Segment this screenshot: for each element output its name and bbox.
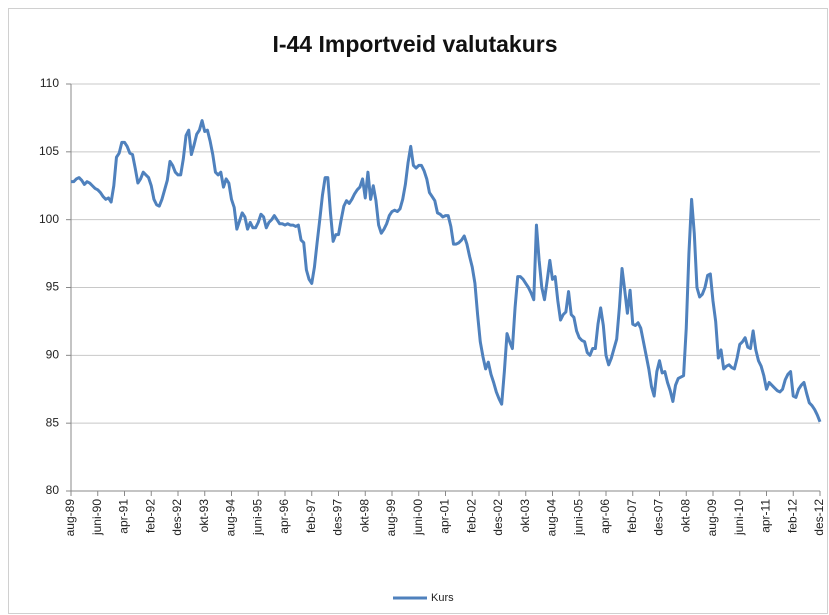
y-tick-label: 100 bbox=[39, 212, 59, 226]
x-tick-label: juni-90 bbox=[90, 499, 104, 536]
x-tick-label: aug-99 bbox=[384, 499, 398, 537]
x-tick-label: juni-00 bbox=[411, 499, 425, 536]
x-tick-label: apr-96 bbox=[277, 499, 291, 534]
x-tick-label: okt-08 bbox=[678, 499, 692, 533]
y-tick-label: 110 bbox=[40, 76, 59, 90]
x-tick-label: okt-03 bbox=[518, 499, 532, 533]
x-tick-label: des-97 bbox=[331, 499, 345, 536]
x-tick-label: feb-02 bbox=[464, 499, 478, 533]
x-tick-label: aug-04 bbox=[545, 499, 559, 537]
y-tick-label: 95 bbox=[46, 280, 60, 294]
x-tick-label: apr-06 bbox=[598, 499, 612, 534]
y-tick-label: 105 bbox=[39, 144, 59, 158]
x-tick-label: apr-01 bbox=[438, 499, 452, 534]
x-tick-label: feb-07 bbox=[625, 499, 639, 533]
x-tick-label: feb-92 bbox=[143, 499, 157, 533]
x-tick-label: apr-91 bbox=[117, 499, 131, 534]
x-tick-label: aug-89 bbox=[63, 499, 77, 537]
chart-title: I-44 Importveid valutakurs bbox=[272, 31, 557, 57]
legend-label: Kurs bbox=[431, 592, 454, 604]
x-tick-label: des-02 bbox=[491, 499, 505, 536]
x-tick-label: aug-09 bbox=[705, 499, 719, 537]
x-tick-label: des-07 bbox=[652, 499, 666, 536]
x-tick-label: juni-95 bbox=[250, 499, 264, 536]
data-line bbox=[71, 119, 822, 423]
x-tick-label: juni-10 bbox=[732, 499, 746, 536]
y-tick-label: 80 bbox=[46, 483, 60, 497]
x-tick-label: juni-05 bbox=[571, 499, 585, 536]
x-tick-label: feb-12 bbox=[785, 499, 799, 533]
y-tick-label: 85 bbox=[46, 415, 60, 429]
x-tick-label: feb-97 bbox=[304, 499, 318, 533]
y-tick-label: 90 bbox=[46, 348, 60, 362]
x-tick-label: des-92 bbox=[170, 499, 184, 536]
x-tick-label: des-12 bbox=[812, 499, 826, 536]
x-tick-label: apr-11 bbox=[759, 499, 773, 533]
x-tick-label: okt-98 bbox=[357, 499, 371, 533]
x-tick-label: aug-94 bbox=[224, 499, 238, 537]
chart-frame bbox=[8, 8, 828, 614]
x-tick-label: okt-93 bbox=[197, 499, 211, 533]
